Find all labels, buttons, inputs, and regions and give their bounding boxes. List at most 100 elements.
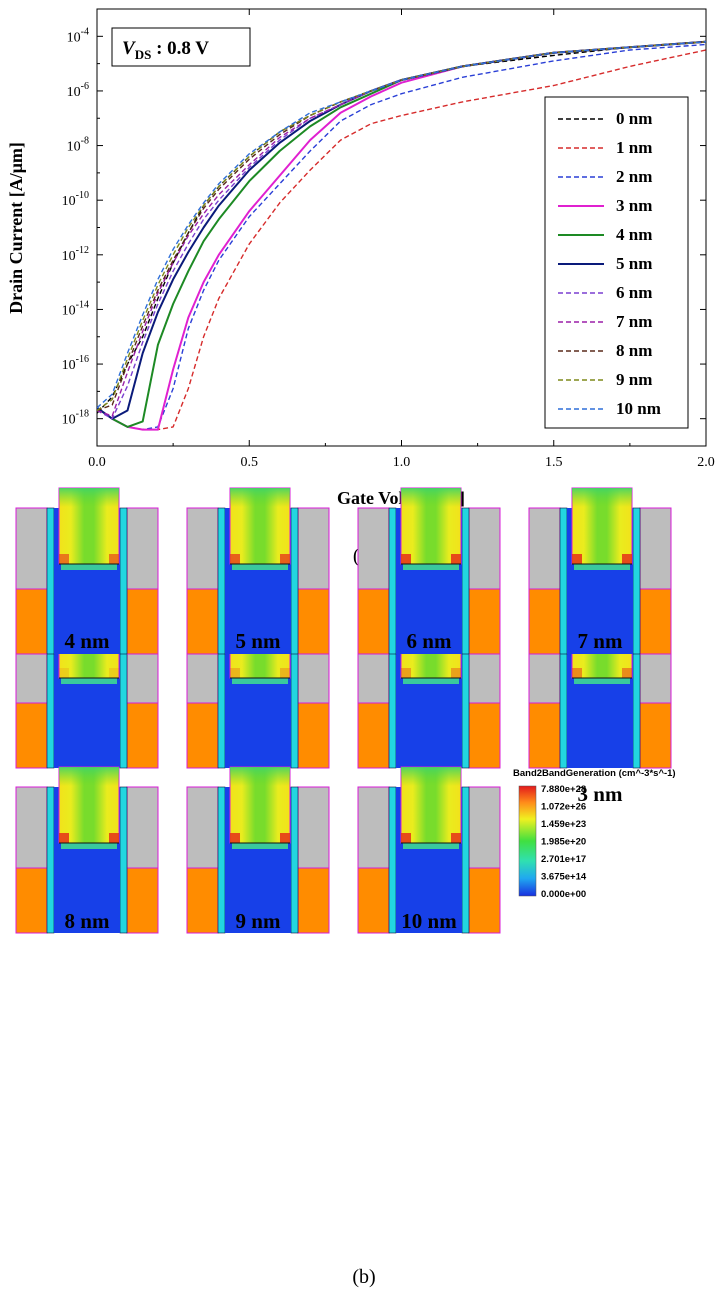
legend-entry: 5 nm <box>616 254 652 273</box>
contact-right <box>297 588 330 655</box>
contact-right <box>126 702 159 769</box>
y-tick-label: 10-10 <box>62 190 89 209</box>
series-line-10-nm <box>97 41 706 409</box>
panel-10-nm: 10 nm <box>357 766 501 934</box>
series-layer <box>97 40 706 431</box>
contact-right <box>468 588 501 655</box>
contact-left <box>15 867 48 934</box>
legend-frame <box>544 96 689 429</box>
hotspot-right <box>451 554 461 564</box>
gate-base-band <box>61 678 117 684</box>
hotspot-left <box>572 668 582 678</box>
hotspot-left <box>401 554 411 564</box>
panel-9-nm: 9 nm <box>186 766 330 934</box>
contact-left <box>186 867 219 934</box>
gate-base-band <box>574 564 630 570</box>
oxide-left <box>357 786 390 869</box>
liner-left <box>217 507 226 655</box>
hotspot-left <box>59 833 69 843</box>
vds-sub: DS <box>135 47 152 62</box>
liner-left <box>217 786 226 934</box>
contact-right <box>639 702 672 769</box>
y-axis-title: Drain Current [A/μm] <box>6 142 26 314</box>
gate-base-band <box>61 843 117 849</box>
panel-5-nm: 5 nm <box>186 487 330 655</box>
liner-left <box>388 507 397 655</box>
colorbar-label: 1.459e+23 <box>541 819 586 830</box>
y-axis-ticks: 10-4 10-6 10-8 10-10 10-12 10-14 10-16 10-18 <box>62 26 706 428</box>
gate-top-shade <box>59 488 119 564</box>
hotspot-left <box>230 668 240 678</box>
gate-top-shade <box>401 767 461 843</box>
panel-4-nm: 4 nm <box>15 487 159 655</box>
liner-left <box>46 507 55 655</box>
vds-value: : 0.8 V <box>151 38 209 59</box>
series-line-8-nm <box>97 41 706 412</box>
hotspot-right <box>109 668 119 678</box>
oxide-right <box>297 786 330 869</box>
hotspot-left <box>230 833 240 843</box>
oxide-left <box>186 786 219 869</box>
contact-left <box>357 588 390 655</box>
gate-base-band <box>232 564 288 570</box>
y-tick-label: 10-8 <box>67 136 89 155</box>
panel-6-nm: 6 nm <box>357 487 501 655</box>
liner-left <box>559 507 568 655</box>
panel-label: 7 nm <box>578 629 623 653</box>
contact-right <box>468 867 501 934</box>
contact-right <box>126 588 159 655</box>
hotspot-left <box>401 668 411 678</box>
gate-top-shade <box>230 767 290 843</box>
gate-base-band <box>232 843 288 849</box>
hotspot-right <box>280 833 290 843</box>
series-line-0-nm <box>97 41 706 414</box>
gate-top-shade <box>59 767 119 843</box>
y-tick-label: 10-12 <box>62 245 89 264</box>
y-tick-label: 10-18 <box>62 409 89 428</box>
hotspot-left <box>59 554 69 564</box>
colorbar-label: 0.000e+00 <box>541 889 586 900</box>
contact-left <box>186 702 219 769</box>
oxide-right <box>126 786 159 869</box>
contact-left <box>528 702 561 769</box>
contact-right <box>639 588 672 655</box>
legend-entry: 3 nm <box>616 196 652 215</box>
colorbar-label: 7.880e+28 <box>541 784 586 795</box>
panel-label: 6 nm <box>407 629 452 653</box>
x-tick-label: 1.5 <box>545 455 563 470</box>
legend-entry: 6 nm <box>616 283 652 302</box>
gate-base-band <box>61 564 117 570</box>
vds-italic: V <box>122 38 136 59</box>
hotspot-right <box>622 554 632 564</box>
x-tick-label: 1.0 <box>393 455 411 470</box>
oxide-left <box>528 507 561 590</box>
liner-right <box>290 786 299 934</box>
y-tick-label: 10-4 <box>67 26 89 45</box>
panel-label: 8 nm <box>65 909 110 933</box>
y-tick-label: 10-6 <box>67 81 89 100</box>
gate-top-shade <box>572 488 632 564</box>
legend-entry: 7 nm <box>616 312 652 331</box>
liner-right <box>119 507 128 655</box>
y-tick-label: 10-16 <box>62 354 89 373</box>
liner-right <box>461 786 470 934</box>
panel-8-nm: 8 nm <box>15 766 159 934</box>
liner-left <box>46 786 55 934</box>
liner-right <box>632 507 641 655</box>
colorbar-labels: 7.880e+28 1.072e+26 1.459e+23 1.985e+20 2.70… <box>541 784 587 900</box>
gate-base-band <box>403 843 459 849</box>
contact-left <box>15 588 48 655</box>
hotspot-right <box>451 668 461 678</box>
x-axis-ticks: 0.0 0.5 1.0 1.5 2.0 <box>88 9 715 470</box>
panel-label: 5 nm <box>236 629 281 653</box>
vds-annotation: VDS : 0.8 V <box>111 27 251 67</box>
oxide-right <box>639 507 672 590</box>
hotspot-right <box>622 668 632 678</box>
oxide-right <box>297 507 330 590</box>
legend-entry: 2 nm <box>616 167 652 186</box>
x-tick-label: 0.5 <box>241 455 259 470</box>
hotspot-left <box>230 554 240 564</box>
legend-entry: 4 nm <box>616 225 652 244</box>
panel-label: 4 nm <box>65 629 110 653</box>
